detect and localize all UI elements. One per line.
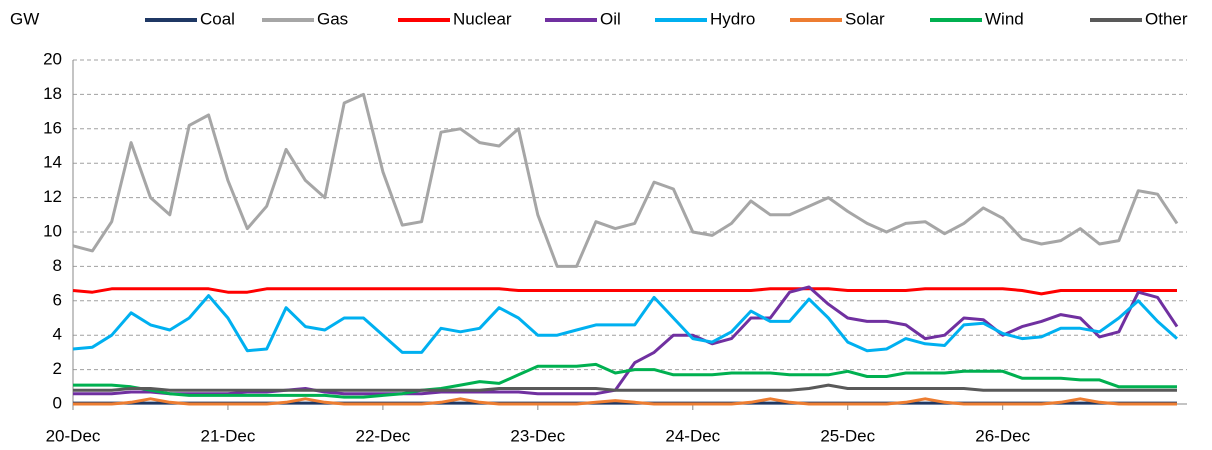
series-line <box>73 397 1177 406</box>
y-tick-label: 20 <box>43 49 62 68</box>
y-tick-label: 8 <box>53 256 62 275</box>
y-unit-label: GW <box>10 9 39 28</box>
legend-label: Nuclear <box>453 9 512 28</box>
y-tick-label: 12 <box>43 187 62 206</box>
x-tick-label: 26-Dec <box>975 426 1030 445</box>
y-tick-label: 6 <box>53 290 62 309</box>
legend-label: Gas <box>317 9 348 28</box>
y-tick-label: 2 <box>53 359 62 378</box>
legend-label: Oil <box>600 9 621 28</box>
x-tick-label: 23-Dec <box>510 426 565 445</box>
legend-label: Hydro <box>710 9 755 28</box>
y-tick-label: 4 <box>53 325 62 344</box>
x-tick-label: 24-Dec <box>665 426 720 445</box>
x-tick-label: 25-Dec <box>820 426 875 445</box>
x-tick-label: 20-Dec <box>46 426 101 445</box>
y-tick-label: 10 <box>43 221 62 240</box>
series-line <box>72 294 1178 354</box>
series-line <box>73 383 1177 392</box>
legend-label: Wind <box>985 9 1024 28</box>
series-line <box>72 92 1179 268</box>
series-line <box>73 285 1179 396</box>
x-tick-label: 21-Dec <box>201 426 256 445</box>
y-tick-label: 16 <box>43 118 62 137</box>
series-line <box>73 362 1177 399</box>
y-tick-label: 14 <box>43 153 62 172</box>
y-tick-label: 0 <box>53 393 62 412</box>
legend-label: Other <box>1145 9 1188 28</box>
series-line <box>72 287 1177 296</box>
legend-label: Solar <box>845 9 885 28</box>
x-tick-label: 22-Dec <box>355 426 410 445</box>
legend-label: Coal <box>200 9 235 28</box>
y-tick-label: 18 <box>43 84 62 103</box>
